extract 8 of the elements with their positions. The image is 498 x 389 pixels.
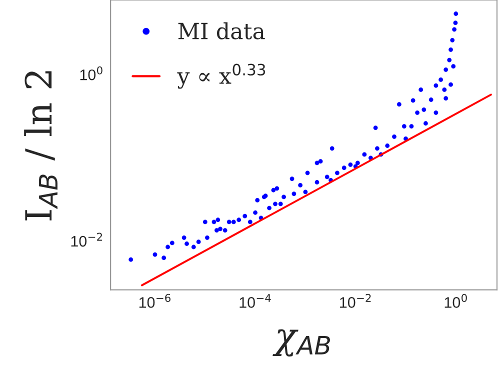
legend-label: y ∝ x$^{0.33}$ [177, 64, 266, 89]
x-axis-title: χ$_{AB}$ [272, 329, 330, 357]
x-tick-label: 10$^{−4}$ [240, 294, 271, 308]
x-tick-label: 10$^{−2}$ [340, 294, 371, 308]
legend-label: MI data [178, 22, 265, 40]
x-tick-label: 10$^{0}$ [444, 294, 467, 308]
y-axis-title: I$_{AB}$ / ln 2 [24, 71, 58, 220]
x-tick-label: 10$^{−6}$ [139, 294, 170, 308]
